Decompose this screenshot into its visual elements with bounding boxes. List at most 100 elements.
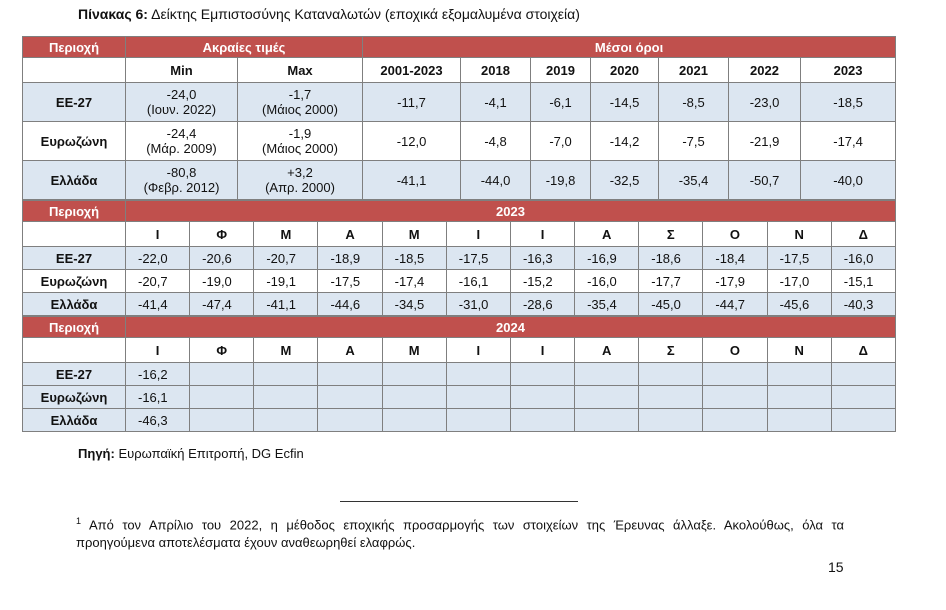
year-header: 2024	[125, 316, 896, 338]
month-header: Ι	[124, 337, 191, 363]
month-header: Φ	[189, 221, 255, 247]
empty-cell	[445, 362, 511, 386]
month-value: -16,0	[830, 246, 896, 270]
empty-cell	[830, 408, 896, 432]
month-header: Ν	[766, 221, 832, 247]
region-header: Περιοχή	[22, 200, 126, 222]
average-value: -35,4	[658, 160, 730, 200]
empty-cell	[22, 337, 126, 363]
min-date: (Ιουν. 2022)	[146, 102, 217, 117]
average-value: -8,5	[658, 82, 730, 122]
month-value: -18,5	[381, 246, 447, 270]
min-cell: -24,4 (Μάρ. 2009)	[125, 121, 238, 161]
average-value: -4,1	[460, 82, 532, 122]
month-value: -20,7	[253, 246, 319, 270]
month-value: -16,2	[124, 362, 191, 386]
extremes-header: Ακραίες τιμές	[124, 36, 364, 58]
empty-cell	[702, 385, 768, 409]
data-row: ΕΕ-27 -16,2	[22, 362, 896, 386]
source-text: Ευρωπαϊκή Επιτροπή, DG Ecfin	[118, 446, 304, 461]
month-value: -44,7	[702, 292, 768, 316]
empty-cell	[766, 362, 832, 386]
month-header: Σ	[638, 337, 704, 363]
empty-cell	[574, 362, 640, 386]
month-header: Ι	[445, 221, 511, 247]
average-value: -17,4	[800, 121, 897, 161]
empty-cell	[509, 362, 576, 386]
summary-table: Περιοχή Ακραίες τιμές Μέσοι όροι Min Max 2001…	[22, 36, 897, 200]
min-cell: -24,0 (Ιουν. 2022)	[125, 82, 238, 122]
average-value: -19,8	[530, 160, 592, 200]
month-value: -34,5	[381, 292, 447, 316]
month-value: -17,4	[381, 269, 447, 293]
data-row: Ελλάδα -80,8 (Φεβρ. 2012) +3,2 (Απρ. 2000) -4…	[22, 160, 897, 200]
average-value: -50,7	[728, 160, 802, 200]
month-value: -20,6	[189, 246, 255, 270]
region-header: Περιοχή	[22, 316, 126, 338]
month-value: -16,1	[445, 269, 511, 293]
month-value: -15,2	[509, 269, 576, 293]
source: Πηγή: Ευρωπαϊκή Επιτροπή, DG Ecfin	[78, 446, 304, 461]
average-value: -44,0	[460, 160, 532, 200]
month-header: Δ	[830, 337, 896, 363]
month-value: -40,3	[830, 292, 896, 316]
empty-cell	[253, 408, 319, 432]
table-body: Περιοχή 2023 Ι Φ Μ Α Μ Ι Ι Α Σ Ο Ν Δ ΕΕ-27 -22,0 -20,6 -2…	[22, 200, 896, 316]
empty-cell	[189, 362, 255, 386]
month-header: Α	[317, 337, 383, 363]
average-value: -14,2	[590, 121, 660, 161]
column-header: Max	[236, 57, 364, 83]
min-value: -80,8	[166, 165, 197, 180]
data-row: ΕΕ-27 -22,0 -20,6 -20,7 -18,9 -18,5 -17,5 -16,3…	[22, 246, 896, 270]
empty-cell	[638, 408, 704, 432]
month-value: -19,1	[253, 269, 319, 293]
month-header: Ι	[445, 337, 511, 363]
empty-cell	[766, 385, 832, 409]
month-value: -16,9	[574, 246, 640, 270]
data-row: Ευρωζώνη -16,1	[22, 385, 896, 409]
month-value: -18,4	[702, 246, 768, 270]
column-header: 2022	[728, 57, 802, 83]
average-value: -14,5	[590, 82, 660, 122]
tables: Περιοχή Ακραίες τιμές Μέσοι όροι Min Max 2001…	[22, 36, 897, 432]
footnote-text: Από τον Απρίλιο του 2022, η μέθοδος εποχ…	[76, 517, 844, 551]
column-header: 2019	[530, 57, 592, 83]
footnote: 1 Από τον Απρίλιο του 2022, η μέθοδος επο…	[76, 512, 844, 552]
footnote-rule	[340, 501, 578, 502]
empty-cell	[253, 362, 319, 386]
average-value: -23,0	[728, 82, 802, 122]
month-header: Μ	[381, 221, 447, 247]
region-header: Περιοχή	[22, 36, 126, 58]
empty-cell	[381, 408, 447, 432]
empty-cell	[22, 221, 126, 247]
empty-cell	[830, 362, 896, 386]
month-header: Μ	[253, 221, 319, 247]
month-header: Δ	[830, 221, 896, 247]
column-header: 2021	[658, 57, 730, 83]
month-value: -45,0	[638, 292, 704, 316]
month-value: -15,1	[830, 269, 896, 293]
region: Ελλάδα	[22, 292, 126, 316]
month-value: -41,4	[124, 292, 191, 316]
empty-cell	[638, 362, 704, 386]
region: ΕΕ-27	[22, 362, 126, 386]
min-value: -24,4	[166, 126, 197, 141]
month-value: -17,9	[702, 269, 768, 293]
monthly-table: Περιοχή 2024 Ι Φ Μ Α Μ Ι Ι Α Σ Ο Ν Δ ΕΕ-27 -16,2 Ευρωζών…	[22, 316, 896, 432]
footnote-mark: 1	[76, 516, 82, 526]
region: Ελλάδα	[22, 160, 126, 200]
data-row: Ελλάδα -46,3	[22, 408, 896, 432]
data-row: ΕΕ-27 -24,0 (Ιουν. 2022) -1,7 (Μάιος 2000) -1…	[22, 82, 897, 122]
month-value: -22,0	[124, 246, 191, 270]
max-value: +3,2	[287, 165, 313, 180]
caption-text: Δείκτης Εμπιστοσύνης Καταναλωτών (εποχικ…	[151, 6, 580, 22]
month-header: Μ	[381, 337, 447, 363]
month-value: -17,5	[766, 246, 832, 270]
column-header: Min	[125, 57, 238, 83]
average-value: -18,5	[800, 82, 897, 122]
empty-cell	[189, 385, 255, 409]
month-value: -46,3	[124, 408, 191, 432]
max-date: (Μάιος 2000)	[262, 141, 338, 156]
